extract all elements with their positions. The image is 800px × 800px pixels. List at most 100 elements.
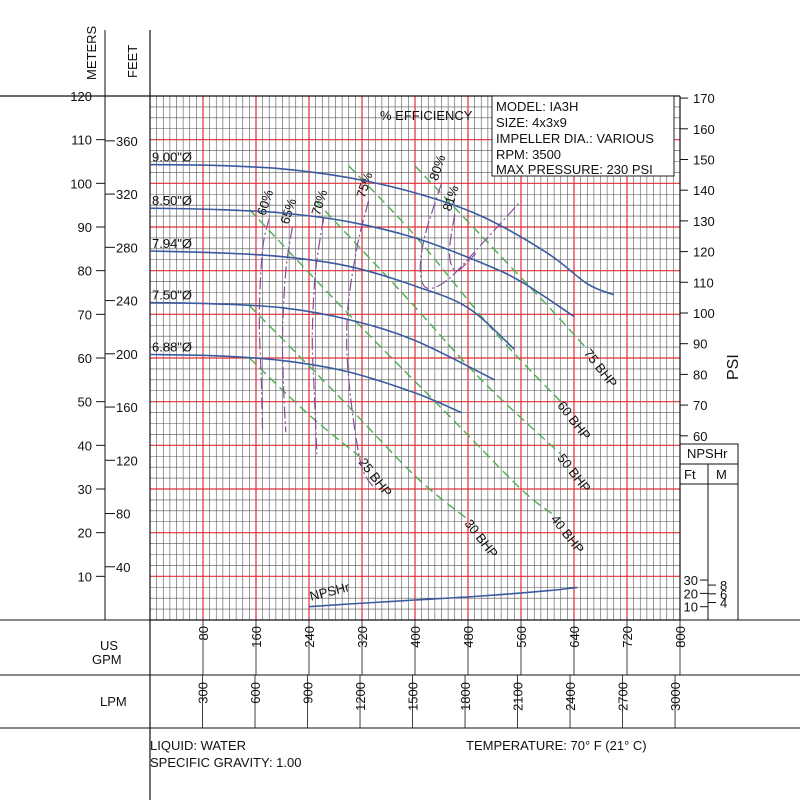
psi-axis-label: PSI [725,354,742,380]
meters-tick-label: 10 [78,569,92,584]
info-box: MODEL: IA3H SIZE: 4x3x9 IMPELLER DIA.: V… [491,95,675,177]
lpm-tick-label: 2400 [563,682,578,711]
gpm-tick-label: 720 [620,626,635,648]
npsh-ft-tick-label: 10 [684,600,698,615]
meters-tick-label: 50 [78,395,92,410]
feet-tick-label: 40 [116,560,130,575]
efficiency-curve [448,213,477,272]
psi-tick-label: 110 [693,275,714,290]
lpm-tick-label: 600 [248,682,263,704]
bhp-curve [248,305,469,521]
head-curve [149,353,462,414]
gpm-tick-label: 400 [408,626,423,648]
meters-tick-label: 100 [70,176,92,191]
bhp-curve [248,357,363,459]
efficiency-curve [311,218,325,455]
footer-temperature: TEMPERATURE: 70° F (21° C) [466,738,647,753]
feet-tick-label: 280 [116,240,138,255]
meters-tick-label: 70 [78,307,92,322]
lpm-tick-label: 2700 [616,682,631,711]
feet-tick-label: 360 [116,134,138,149]
feet-tick-label: 240 [116,294,138,309]
lpm-label: LPM [100,694,127,709]
meters-tick-label: 110 [71,133,92,148]
npshr-m-label: M [716,467,727,482]
footer-liquid: LIQUID: WATER [150,738,246,753]
info-impeller: IMPELLER DIA.: VARIOUS [496,131,654,146]
gpm-tick-label: 640 [567,626,582,648]
head-curve-label: 8.50"Ø [152,193,192,208]
npshr-curve-label: NPSHr [308,579,352,604]
head-curve [149,207,575,318]
head-curve [149,250,515,350]
psi-tick-label: 120 [693,245,715,260]
lpm-tick-label: 1500 [406,682,421,711]
efficiency-curve-label: 81% [439,183,461,213]
meters-tick-label: 20 [78,526,92,541]
npshr-axis-header: NPSHr [687,446,728,461]
psi-tick-label: 70 [693,398,707,413]
meters-tick-label: 120 [70,89,92,104]
npsh-ft-tick-label: 20 [684,586,698,601]
feet-tick-label: 320 [116,187,138,202]
lpm-tick-label: 3000 [668,682,683,711]
efficiency-curve [281,226,293,433]
gpm-tick-label: 80 [196,626,211,640]
psi-tick-label: 140 [693,183,715,198]
gpm-tick-label: 480 [461,626,476,648]
head-curve-label: 7.94"Ø [152,236,192,251]
info-size: SIZE: 4x3x9 [496,115,567,130]
psi-tick-label: 130 [693,214,715,229]
lpm-tick-label: 1200 [353,682,368,711]
npshr-curve [308,586,578,608]
psi-tick-label: 160 [693,122,715,137]
psi-tick-label: 150 [693,152,715,167]
chart-text: 1201101009080706050403020103603202802402… [70,89,727,728]
efficiency-curve [258,218,270,433]
info-rpm: RPM: 3500 [496,147,561,162]
lpm-tick-label: 1800 [458,682,473,711]
chart-frame [0,30,800,800]
meters-tick-label: 90 [78,220,92,235]
psi-tick-label: 100 [693,306,715,321]
feet-tick-label: 80 [116,507,130,522]
feet-tick-label: 200 [116,347,138,362]
efficiency-curve [346,200,376,490]
npshr-ft-label: Ft [684,467,696,482]
info-max-pressure: MAX PRESSURE: 230 PSI [496,162,653,177]
bhp-curve [348,165,562,403]
meters-tick-label: 30 [78,482,92,497]
psi-tick-label: 90 [693,337,707,352]
lpm-tick-label: 300 [196,682,211,704]
npsh-ft-tick-label: 30 [684,573,698,588]
lpm-tick-label: 2100 [511,682,526,711]
head-curve [149,163,615,296]
gpm-tick-label: 240 [302,626,317,648]
meters-tick-label: 60 [78,351,92,366]
efficiency-curve [419,183,522,290]
head-curve-label: 6.88"Ø [152,340,192,355]
npshr-box [679,443,739,621]
gpm-tick-label: 320 [355,626,370,648]
meters-axis-label: METERS [84,26,99,81]
efficiency-curve-label: 80% [426,152,448,182]
efficiency-curve-label: 65% [277,196,299,226]
feet-tick-label: 120 [116,453,138,468]
psi-tick-label: 60 [693,429,707,444]
npsh-m-tick-label: 4 [720,596,727,611]
efficiency-curve-label: 75% [353,170,375,200]
feet-axis-label: FEET [125,45,140,78]
info-model: MODEL: IA3H [496,99,578,114]
gpm-label-line1: US [100,638,118,653]
npsh-m-tick-label: 8 [720,578,727,593]
bhp-curve [248,209,555,516]
psi-tick-label: 80 [693,367,707,382]
gpm-tick-label: 160 [249,626,264,648]
head-curve-label: 7.50"Ø [152,288,192,303]
psi-tick-label: 170 [693,91,715,106]
lpm-tick-label: 900 [301,682,316,704]
feet-tick-label: 160 [116,400,138,415]
gpm-tick-label: 560 [514,626,529,648]
